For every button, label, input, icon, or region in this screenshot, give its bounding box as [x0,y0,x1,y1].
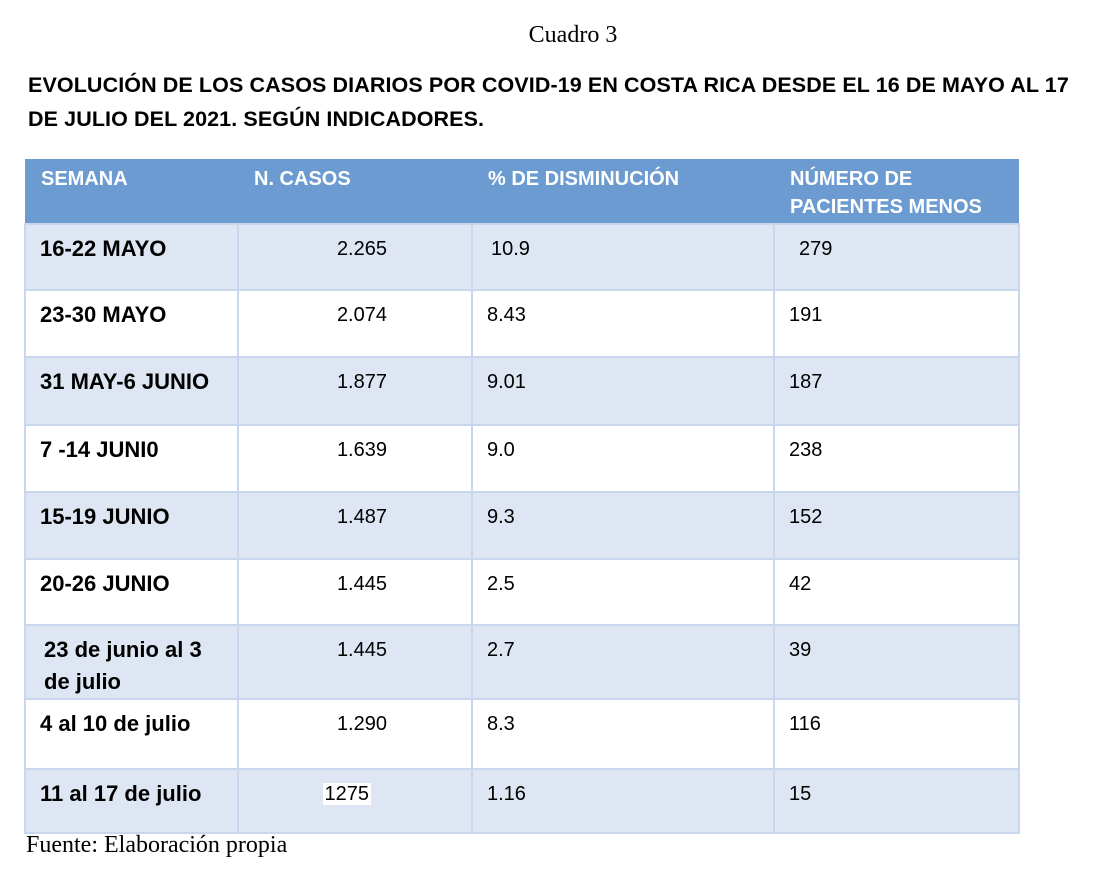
cell-casos: 2.265 [237,223,473,291]
header-pacientes: NÚMERO DE PACIENTES MENOS [774,159,1019,224]
cell-casos: 1.445 [237,624,473,700]
cell-pacientes: 39 [773,624,1020,700]
cell-semana: 23-30 MAYO [24,289,239,358]
cell-disminucion: 8.3 [471,698,775,770]
cell-casos-value: 1275 [322,783,371,805]
table-row: 15-19 JUNIO 1.487 9.3 152 [24,491,1020,560]
cell-casos: 2.074 [237,289,473,358]
cell-casos: 1.487 [237,491,473,560]
header-disminucion: % DE DISMINUCIÓN [472,159,774,224]
header-semana: SEMANA [25,159,238,224]
table-row: 4 al 10 de julio 1.290 8.3 116 [24,698,1020,770]
table-row: 23-30 MAYO 2.074 8.43 191 [24,289,1020,358]
table-caption: Cuadro 3 [528,22,618,48]
cell-casos: 1.290 [237,698,473,770]
cell-casos: 1275 [237,768,473,834]
cell-pacientes: 191 [773,289,1020,358]
cell-semana: 20-26 JUNIO [24,558,239,626]
cell-casos: 1.445 [237,558,473,626]
table-row: 7 -14 JUNI0 1.639 9.0 238 [24,424,1020,493]
cell-disminucion: 9.01 [471,356,775,426]
cell-pacientes: 116 [773,698,1020,770]
data-table: SEMANA N. CASOS % DE DISMINUCIÓN NÚMERO … [24,159,1020,834]
cell-pacientes: 15 [773,768,1020,834]
cell-disminucion: 10.9 [471,223,775,291]
cell-pacientes: 187 [773,356,1020,426]
cell-disminucion: 2.7 [471,624,775,700]
header-casos: N. CASOS [238,159,472,224]
table-row: 23 de junio al 3 de julio 1.445 2.7 39 [24,624,1020,700]
table-row: 11 al 17 de julio 1275 1.16 15 [24,768,1020,834]
cell-semana: 11 al 17 de julio [24,768,239,834]
cell-semana: 16-22 MAYO [24,223,239,291]
cell-casos: 1.639 [237,424,473,493]
cell-pacientes: 238 [773,424,1020,493]
cell-semana: 31 MAY-6 JUNIO [24,356,239,426]
cell-disminucion: 9.0 [471,424,775,493]
cell-pacientes: 152 [773,491,1020,560]
cell-semana: 15-19 JUNIO [24,491,239,560]
table-row: 16-22 MAYO 2.265 10.9 279 [24,223,1020,291]
source-note: Fuente: Elaboración propia [26,832,288,858]
document-title: EVOLUCIÓN DE LOS CASOS DIARIOS POR COVID… [28,73,1069,131]
cell-disminucion: 1.16 [471,768,775,834]
table-row: 31 MAY-6 JUNIO 1.877 9.01 187 [24,356,1020,426]
cell-semana: 23 de junio al 3 de julio [24,624,239,700]
cell-casos: 1.877 [237,356,473,426]
cell-semana: 7 -14 JUNI0 [24,424,239,493]
cell-disminucion: 9.3 [471,491,775,560]
table-row: 20-26 JUNIO 1.445 2.5 42 [24,558,1020,626]
cell-semana: 4 al 10 de julio [24,698,239,770]
cell-disminucion: 2.5 [471,558,775,626]
cell-pacientes: 279 [773,223,1020,291]
cell-disminucion: 8.43 [471,289,775,358]
cell-pacientes: 42 [773,558,1020,626]
header-row: SEMANA N. CASOS % DE DISMINUCIÓN NÚMERO … [25,159,1019,224]
